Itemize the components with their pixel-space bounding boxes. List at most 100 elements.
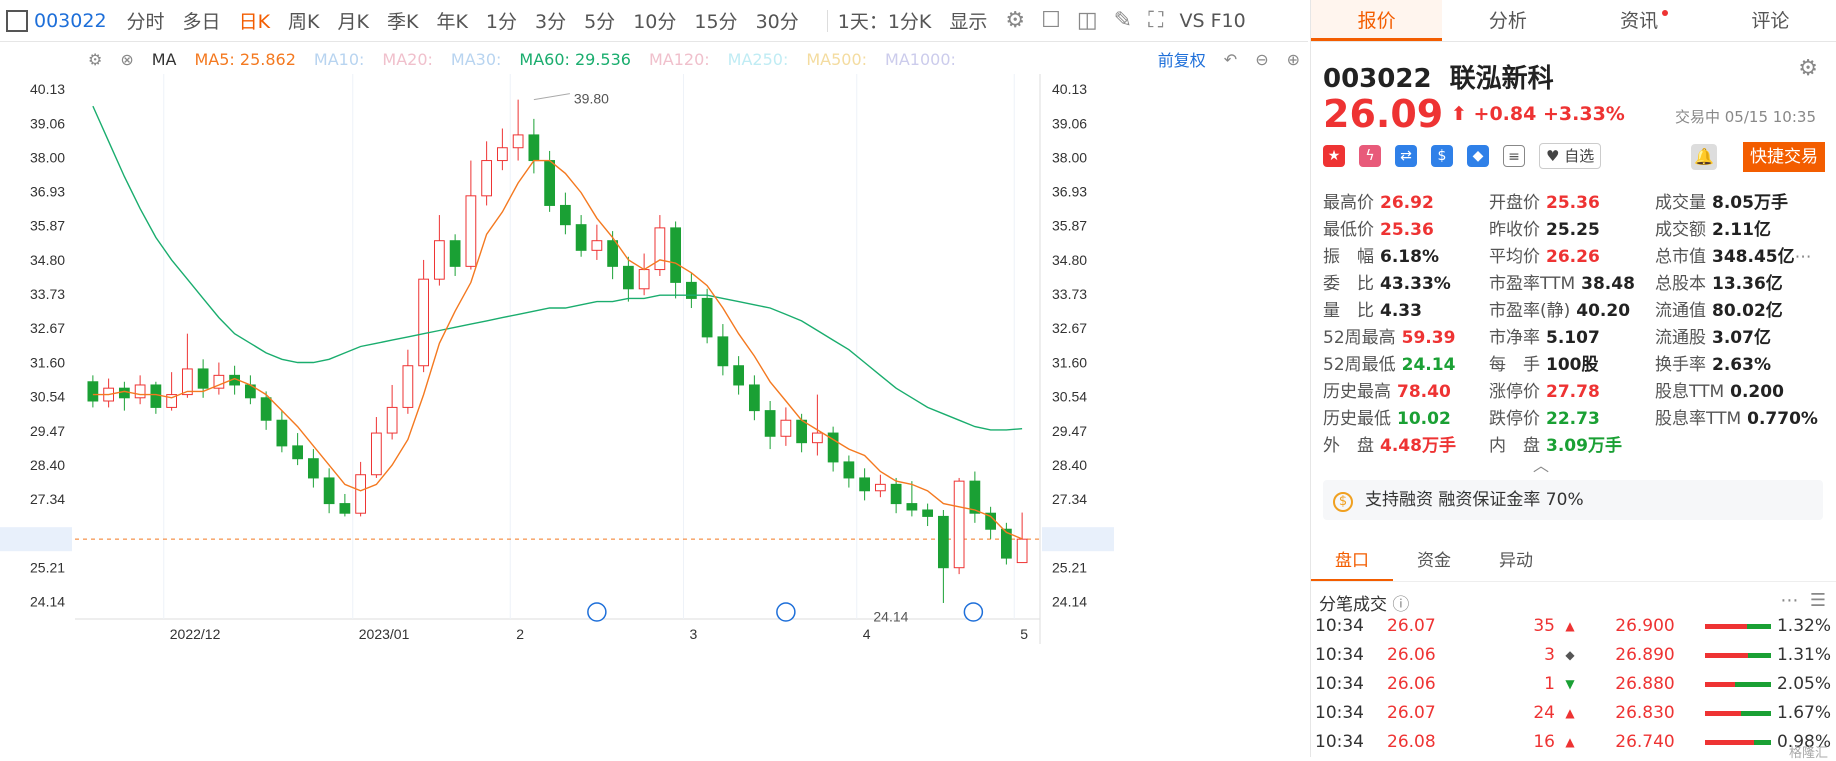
period-3min[interactable]: 3分 — [535, 11, 567, 33]
candle-body — [181, 368, 193, 396]
tab-pankou[interactable]: 盘口 — [1311, 540, 1393, 581]
period-duori[interactable]: 多日 — [182, 11, 221, 33]
ratio-bar — [1705, 682, 1771, 687]
period-1min[interactable]: 1分 — [485, 11, 517, 33]
undo-icon[interactable]: ↶ — [1223, 49, 1238, 69]
display-menu[interactable]: 显示 — [949, 11, 988, 33]
ratio-bar — [1705, 711, 1771, 716]
quote-cell: 外 盘 4.48万手 — [1323, 433, 1489, 460]
close-icon[interactable]: ⊗ — [120, 49, 134, 69]
quote-label: 跌停价 — [1489, 409, 1540, 429]
stock-code-label: 003022 — [1323, 64, 1432, 94]
shuffle-icon[interactable]: ⇄ — [1395, 145, 1417, 167]
candle-body — [87, 381, 99, 402]
quote-cell: 振 幅 6.18% — [1323, 244, 1489, 271]
china-flag-icon[interactable]: ★ — [1323, 145, 1345, 167]
candle-body — [890, 483, 902, 505]
ma-label[interactable]: MA — [151, 49, 177, 69]
settings-icon[interactable]: ⚙ — [88, 49, 103, 69]
collapse-icon[interactable]: ︿ — [1533, 456, 1550, 475]
tab-analysis[interactable]: 分析 — [1488, 10, 1527, 32]
y-tick-label-left: 33.73 — [30, 286, 65, 302]
trade-row: 10:34 26.07 24 ▲ 26.830 1.67% — [1311, 699, 1836, 728]
info-icon[interactable]: ⓘ — [1392, 595, 1410, 615]
period-jik[interactable]: 季K — [386, 11, 419, 33]
quote-cell: 市盈率(静) 40.20 — [1489, 298, 1655, 325]
candle-body — [197, 368, 209, 389]
quote-label: 市净率 — [1489, 328, 1540, 348]
quote-value: 5.107 — [1546, 328, 1600, 348]
period-rik[interactable]: 日K — [238, 11, 271, 33]
ma60-label: MA60: 29.536 — [519, 49, 631, 69]
action-icons: ★ ϟ ⇄ $ ◆ ≡ ♥ 自选 — [1323, 143, 1602, 169]
period-fenshi[interactable]: 分时 — [126, 11, 165, 33]
pencil-icon[interactable]: ✎ — [1113, 8, 1133, 33]
tab-news[interactable]: 资讯 — [1574, 0, 1705, 41]
sidebar-toggle-icon[interactable] — [6, 9, 28, 32]
kline-chart[interactable]: 2022/12 2023/01 2 3 4 5 40.13 40.13 39.06 39.06 38… — [0, 74, 1308, 757]
direction-icon: ▲ — [1565, 735, 1575, 749]
dollar-icon[interactable]: $ — [1431, 145, 1453, 167]
lightning-icon[interactable]: ϟ — [1359, 145, 1381, 167]
fullscreen-icon[interactable]: ⛶ — [1148, 8, 1164, 33]
gear-icon[interactable]: ⚙ — [1798, 56, 1818, 81]
quote-label: 开盘价 — [1489, 193, 1540, 213]
candle-body — [953, 480, 965, 569]
candle-body — [1016, 538, 1028, 564]
trade-time: 10:34 — [1315, 703, 1364, 723]
quote-cell: 股息TTM 0.200 — [1655, 379, 1833, 406]
period-30min[interactable]: 30分 — [755, 11, 799, 33]
list-icon[interactable]: ☰ — [1809, 590, 1826, 611]
trade-volume: 3 — [1544, 645, 1555, 665]
more-icon[interactable]: ⋯ — [1794, 247, 1812, 267]
period-niank[interactable]: 年K — [436, 11, 468, 33]
note-icon[interactable]: ≡ — [1503, 145, 1525, 167]
trade-row: 10:34 26.08 16 ▲ 26.740 0.98% — [1311, 728, 1836, 757]
candle-body — [481, 160, 493, 197]
quick-trade-button[interactable]: 快捷交易 — [1743, 142, 1825, 172]
quote-value: 4.48万手 — [1380, 436, 1456, 456]
quote-label: 涨停价 — [1489, 382, 1540, 402]
candle-body — [764, 410, 776, 437]
trade-row: 10:34 26.06 1 ▼ 26.880 2.05% — [1311, 670, 1836, 699]
bell-icon[interactable]: 🔔 — [1691, 144, 1717, 170]
tab-comments[interactable]: 评论 — [1751, 10, 1790, 32]
square-icon[interactable]: ☐ — [1041, 8, 1061, 33]
range-select[interactable]: 1天：1分K — [837, 11, 932, 33]
more-icon[interactable]: ⋯ — [1780, 590, 1799, 611]
y-tick-label-right: 38.00 — [1052, 149, 1087, 165]
y-tick-label-right: 31.60 — [1052, 355, 1087, 371]
add-watchlist-button[interactable]: ♥ 自选 — [1539, 143, 1602, 169]
quote-label: 每 手 — [1489, 355, 1540, 375]
trade-list: 10:34 26.07 35 ▲ 26.900 1.32% 10:34 26.06 3 ◆ 26.8… — [1311, 612, 1836, 757]
candle-body — [355, 474, 367, 514]
tab-zijin[interactable]: 资金 — [1417, 551, 1451, 571]
period-yuek[interactable]: 月K — [337, 11, 369, 33]
zoom-out-icon[interactable]: ⊖ — [1255, 49, 1269, 69]
zoom-in-icon[interactable]: ⊕ — [1286, 49, 1300, 69]
gear-icon[interactable]: ⚙ — [1005, 8, 1026, 33]
period-15min[interactable]: 15分 — [694, 11, 738, 33]
tag-icon[interactable]: ◆ — [1467, 145, 1489, 167]
margin-info: $ 支持融资 融资保证金率 70% — [1323, 480, 1823, 520]
candle-body — [638, 269, 650, 290]
y-tick-label-left: 32.67 — [30, 320, 65, 336]
y-tick-label-right: 39.06 — [1052, 115, 1087, 131]
candle-body — [701, 297, 713, 338]
ma5-line — [92, 159, 1023, 540]
period-5min[interactable]: 5分 — [584, 11, 616, 33]
period-zhouk[interactable]: 周K — [288, 11, 320, 33]
vs-f10[interactable]: VS F10 — [1179, 9, 1246, 32]
quote-cell: 最高价 26.92 — [1323, 190, 1489, 217]
tab-yidong[interactable]: 异动 — [1499, 551, 1533, 571]
period-10min[interactable]: 10分 — [633, 11, 677, 33]
quote-label: 总股本 — [1655, 274, 1706, 294]
camera-icon[interactable]: ◫ — [1076, 8, 1098, 33]
coin-icon: $ — [1333, 492, 1353, 512]
fq-button[interactable]: 前复权 — [1157, 51, 1206, 70]
quote-value: 100股 — [1546, 355, 1599, 375]
tab-quote[interactable]: 报价 — [1311, 0, 1443, 41]
quote-label: 52周最低 — [1323, 355, 1396, 375]
candle-body — [465, 195, 477, 267]
quote-cell: 总市值 348.45亿 ⋯ — [1655, 244, 1833, 271]
